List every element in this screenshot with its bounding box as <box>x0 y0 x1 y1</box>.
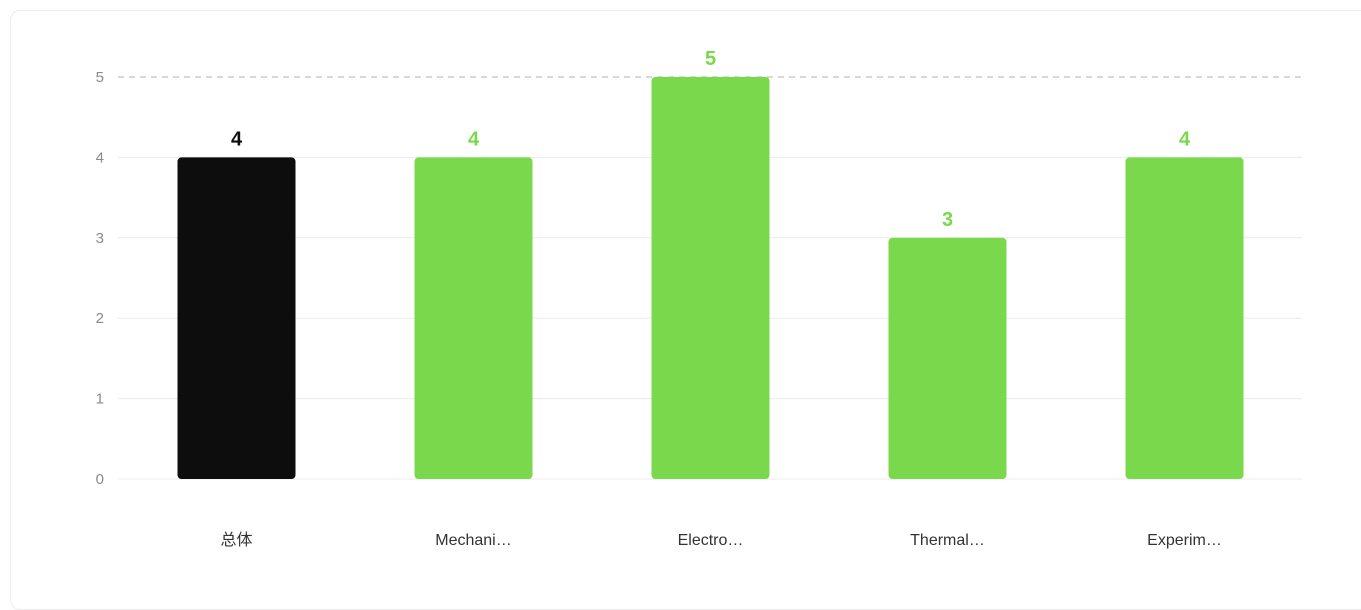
bar[interactable] <box>177 157 296 479</box>
bar[interactable] <box>651 77 770 479</box>
bar[interactable] <box>414 157 533 479</box>
x-category-label: Experim… <box>1147 532 1222 549</box>
y-tick-label: 1 <box>96 391 104 408</box>
x-category-label: Mechani… <box>435 532 511 549</box>
bar-value-label: 4 <box>1179 128 1191 150</box>
bar-value-label: 4 <box>468 128 480 150</box>
y-tick-label: 4 <box>96 149 104 166</box>
bar-value-label: 3 <box>942 209 953 231</box>
bar[interactable] <box>1125 157 1244 479</box>
labels-layer: 0 1 2 3 4 5 4 总体 4 Mechani… 5 Electro… 3 Thermal… 4 Exp… <box>96 48 1222 549</box>
y-tick-label: 3 <box>96 230 104 247</box>
y-tick-label: 2 <box>96 310 104 327</box>
bar-value-label: 5 <box>705 48 716 70</box>
x-category-label: Electro… <box>678 532 744 549</box>
y-tick-label: 0 <box>96 471 104 488</box>
x-category-label: 总体 <box>220 531 252 549</box>
x-category-label: Thermal… <box>910 532 985 549</box>
bar-value-label: 4 <box>231 128 243 150</box>
y-tick-label: 5 <box>96 69 104 86</box>
bar[interactable] <box>888 237 1007 479</box>
bars-layer <box>177 77 1244 479</box>
